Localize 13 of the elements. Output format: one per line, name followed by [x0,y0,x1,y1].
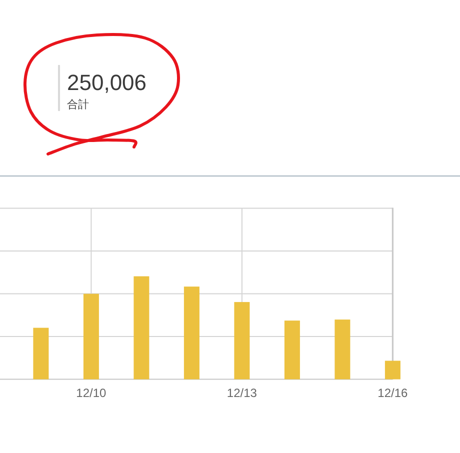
bar [83,294,99,380]
bar [134,276,150,380]
x-tick-label: 12/16 [378,386,408,400]
x-tick-label: 12/13 [226,386,258,400]
bar [284,320,300,380]
x-tick-label: 12/10 [76,386,107,400]
bar [33,328,49,380]
bar [384,360,400,380]
bar [184,286,200,380]
text: 250,006 [67,70,147,95]
text: 合計 [67,98,89,111]
bar [334,320,350,380]
bar [234,302,250,380]
